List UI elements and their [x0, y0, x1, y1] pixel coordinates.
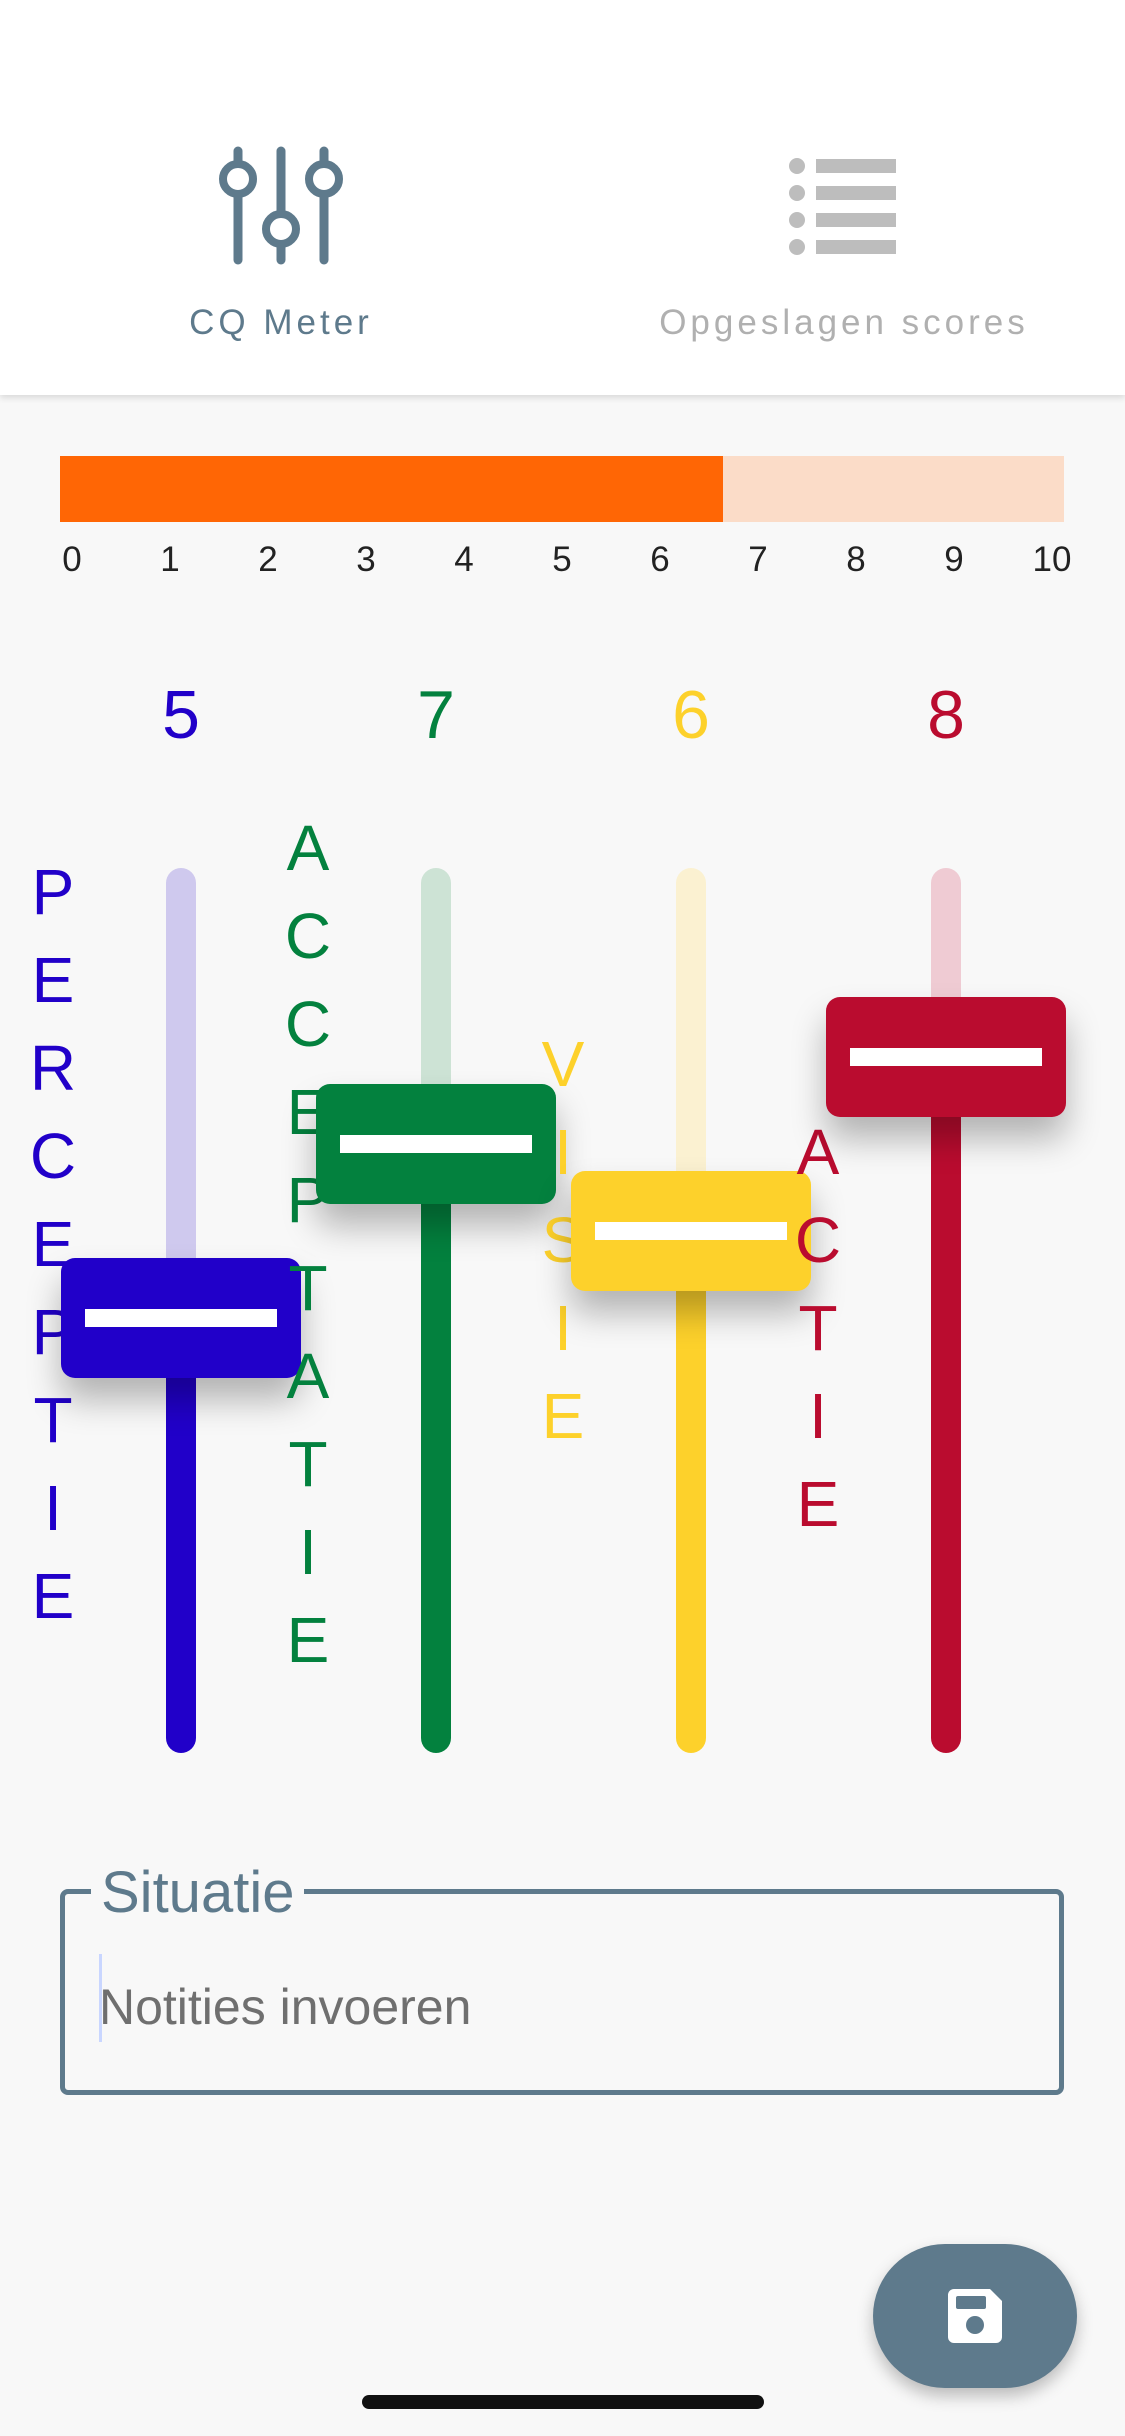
situatie-legend: Situatie — [91, 1858, 305, 1928]
slider-label-letter: C — [794, 1204, 842, 1276]
slider-grip — [850, 1048, 1042, 1066]
scale-tick: 4 — [454, 540, 474, 579]
top-tab-bar: CQ Meter Opgeslagen scores — [0, 0, 1125, 395]
slider-handle[interactable] — [61, 1258, 301, 1378]
scale-tick: 5 — [552, 540, 572, 579]
slider-label-letter: C — [29, 1120, 77, 1192]
slider-track-unfilled[interactable] — [676, 868, 706, 1231]
slider-label-letter: I — [299, 1516, 317, 1588]
slider-track-filled[interactable] — [931, 1057, 961, 1753]
slider-label-letter: E — [31, 944, 75, 1016]
score-progress-fill — [60, 456, 723, 522]
slider-track-filled[interactable] — [166, 1318, 196, 1753]
slider-track-filled[interactable] — [421, 1144, 451, 1753]
slider-label-letter: E — [286, 1604, 330, 1676]
slider-label-letter: T — [798, 1292, 838, 1364]
slider-value: 7 — [417, 677, 455, 753]
slider-handle[interactable] — [571, 1171, 811, 1291]
slider-track-filled[interactable] — [676, 1231, 706, 1753]
scale-tick: 9 — [944, 540, 964, 579]
slider-value: 6 — [672, 677, 710, 753]
tab-cq-meter[interactable]: CQ Meter — [0, 140, 562, 360]
slider-grip — [85, 1309, 277, 1327]
slider-label-letter: R — [29, 1032, 77, 1104]
slider-label-letter: I — [809, 1380, 827, 1452]
scale-tick: 10 — [1032, 540, 1072, 579]
save-icon — [948, 2289, 1002, 2343]
slider-label-letter: A — [286, 1340, 330, 1412]
scale-tick: 1 — [160, 540, 180, 579]
score-scale-ticks: 0 1 2 3 4 5 6 7 8 9 10 — [60, 540, 1071, 584]
slider-value: 8 — [927, 677, 965, 753]
slider-handle[interactable] — [316, 1084, 556, 1204]
notes-input[interactable] — [99, 1962, 1019, 2052]
slider-grip — [595, 1222, 787, 1240]
slider-label-letter: I — [44, 1472, 62, 1544]
slider-label-letter: C — [284, 988, 332, 1060]
slider-label-letter: E — [796, 1468, 840, 1540]
scale-tick: 3 — [356, 540, 376, 579]
score-progress-bar — [60, 456, 1064, 522]
scale-tick: 2 — [258, 540, 278, 579]
tab-label-opgeslagen-scores: Opgeslagen scores — [659, 303, 1029, 342]
slider-label-letter: E — [31, 1560, 75, 1632]
tab-label-cq-meter: CQ Meter — [189, 303, 373, 342]
slider-label-letter: I — [554, 1292, 572, 1364]
slider-label-letter: T — [288, 1428, 328, 1500]
slider-track-unfilled[interactable] — [166, 868, 196, 1318]
slider-label-letter: C — [284, 900, 332, 972]
slider-handle[interactable] — [826, 997, 1066, 1117]
slider-label-letter: P — [31, 856, 75, 928]
slider-label-letter: V — [541, 1028, 585, 1100]
situatie-fieldset: Situatie — [60, 1858, 1064, 2095]
home-indicator — [362, 2395, 764, 2409]
slider-grip — [340, 1135, 532, 1153]
list-icon — [774, 140, 914, 270]
slider-label-letter: A — [796, 1116, 840, 1188]
tab-opgeslagen-scores[interactable]: Opgeslagen scores — [563, 140, 1125, 360]
sliders-icon — [211, 140, 351, 270]
slider-label-letter: E — [541, 1380, 585, 1452]
save-button[interactable] — [873, 2244, 1077, 2388]
slider-label-letter: A — [286, 812, 330, 884]
scale-tick: 0 — [62, 540, 82, 579]
slider-label-letter: I — [554, 1116, 572, 1188]
slider-label-letter: T — [33, 1384, 73, 1456]
slider-value: 5 — [162, 677, 200, 753]
scale-tick: 7 — [748, 540, 768, 579]
slider-label-letter: T — [288, 1252, 328, 1324]
scale-tick: 8 — [846, 540, 866, 579]
scale-tick: 6 — [650, 540, 670, 579]
